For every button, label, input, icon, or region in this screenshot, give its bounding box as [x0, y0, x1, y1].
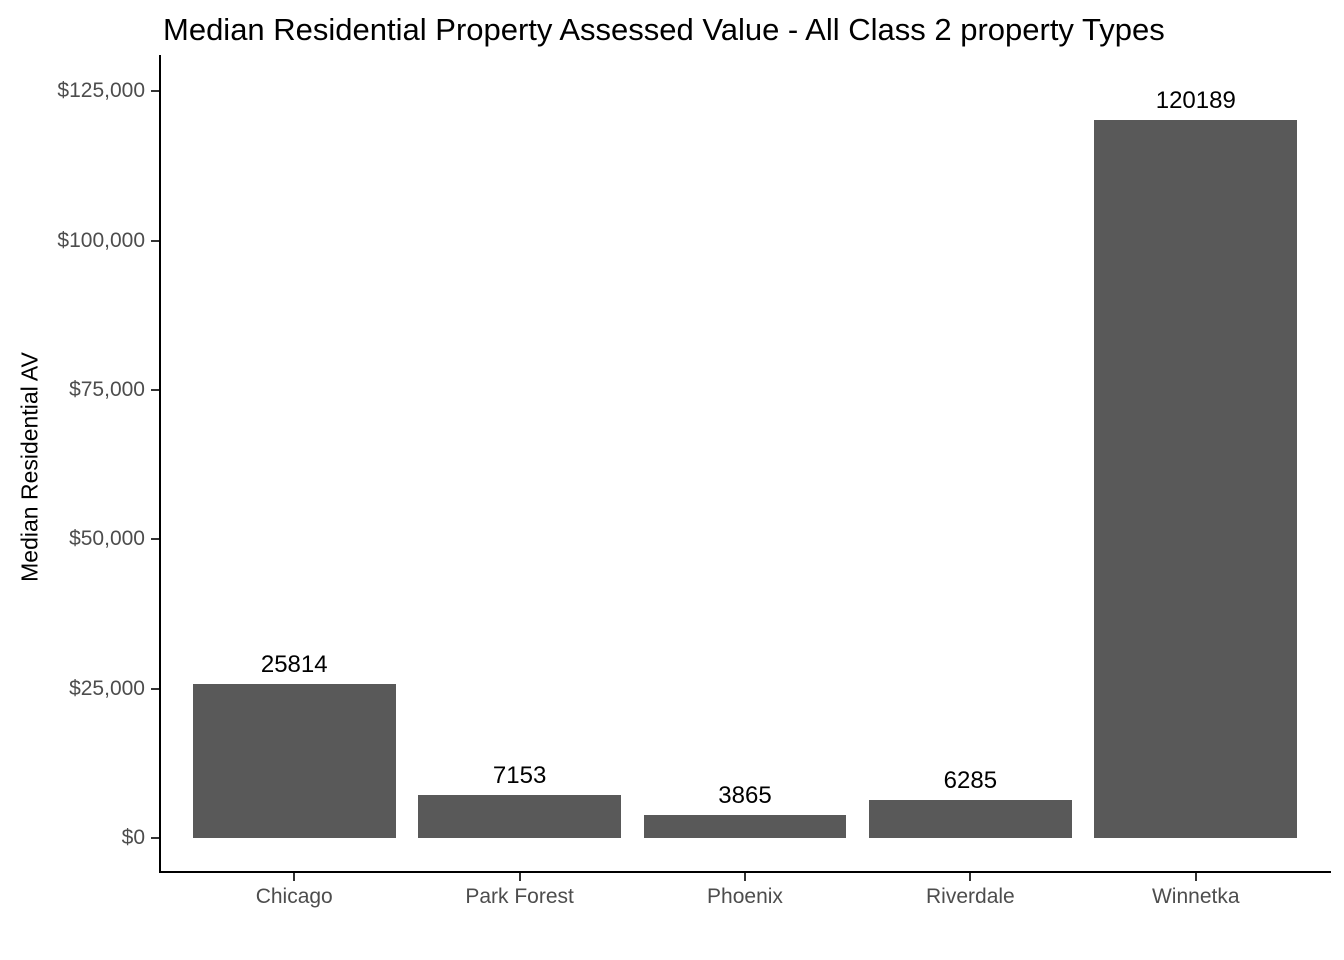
bar-phoenix: [643, 814, 847, 838]
x-axis-tick-mark: [1194, 873, 1197, 881]
y-axis-tick-mark: [151, 687, 159, 690]
bar-value-label-winnetka: 120189: [1155, 86, 1236, 114]
x-axis-tick-label-phoenix: Phoenix: [707, 885, 783, 908]
y-axis-tick-label: $125,000: [57, 79, 145, 103]
y-axis-tick-label: $0: [121, 826, 145, 849]
x-axis-tick-label-riverdale: Riverdale: [926, 885, 1015, 908]
y-axis-tick-mark: [151, 837, 159, 839]
bar-riverdale: [868, 800, 1072, 838]
bar-value-label-chicago: 25814: [260, 650, 328, 678]
y-axis-tick-label: $50,000: [69, 527, 145, 551]
x-axis-tick-mark: [969, 873, 972, 881]
bar-chicago: [192, 683, 396, 838]
bar-park-forest: [418, 795, 622, 838]
y-axis-tick-mark: [151, 388, 159, 391]
bar-value-label-park-forest: 7153: [492, 762, 547, 790]
x-axis-tick-label-park-forest: Park Forest: [465, 885, 574, 908]
x-axis-tick-mark: [518, 873, 521, 881]
plot-panel: [159, 55, 1331, 873]
y-axis-tick-mark: [151, 239, 159, 242]
y-axis-tick-label: $100,000: [57, 228, 145, 252]
y-axis-tick-mark: [151, 90, 159, 93]
y-axis-tick-label: $25,000: [69, 676, 145, 700]
bar-value-label-riverdale: 6285: [943, 767, 998, 795]
x-axis-tick-label-winnetka: Winnetka: [1151, 885, 1240, 908]
y-axis-tick-mark: [151, 538, 159, 541]
bar-value-label-phoenix: 3865: [718, 781, 772, 809]
y-axis-tick-label: $75,000: [69, 377, 145, 401]
chart-title: Median Residential Property Assessed Val…: [163, 12, 1165, 47]
x-axis-tick-label-chicago: Chicago: [255, 885, 333, 908]
bar-winnetka: [1094, 119, 1298, 838]
x-axis-tick-mark: [744, 873, 746, 881]
x-axis-tick-mark: [293, 873, 296, 881]
